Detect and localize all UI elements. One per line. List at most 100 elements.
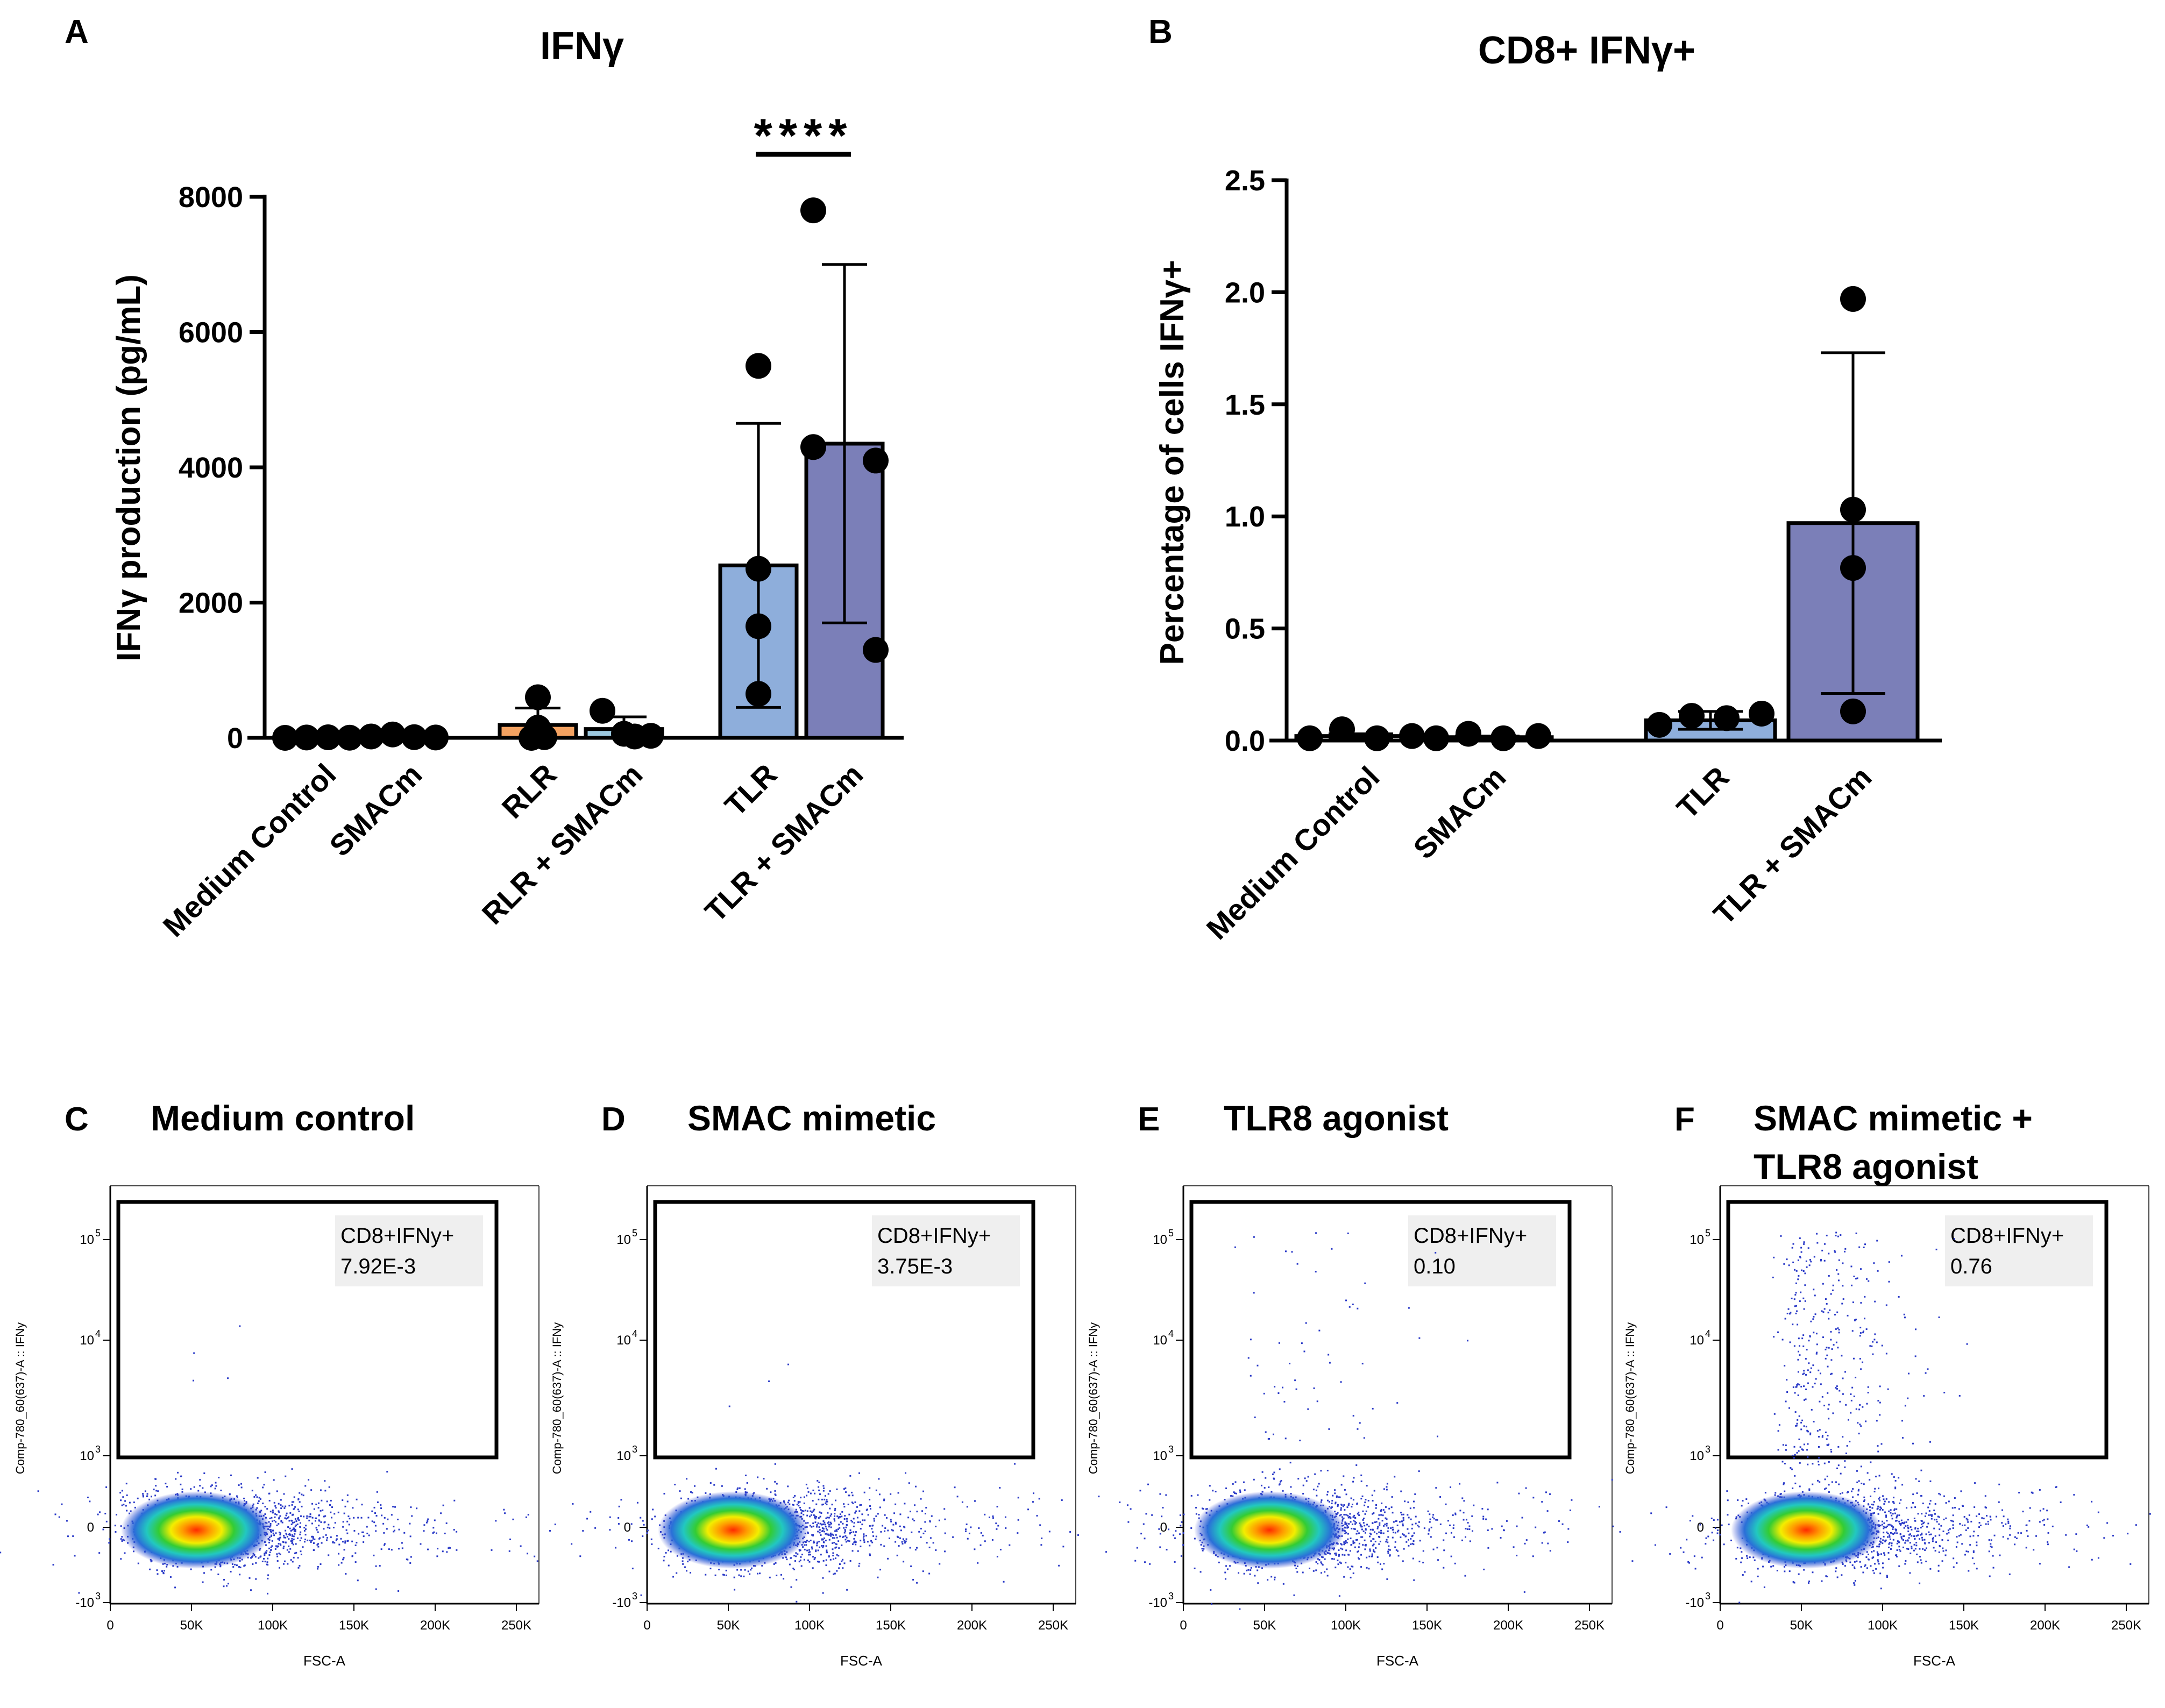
flow-event [1326,1575,1329,1577]
flow-event [114,1525,116,1527]
flow-event [292,1561,294,1563]
flow-event [579,1555,581,1557]
flow-event [1349,1550,1351,1552]
flow-event [313,1542,315,1545]
flow-event [872,1535,875,1537]
flow-event [371,1510,373,1512]
flow-event [905,1538,907,1540]
flow-event [1372,1545,1374,1547]
flow-event [804,1510,806,1512]
flow-event-cloud [579,1463,1279,1603]
flow-event [1482,1518,1485,1520]
flow-event [1324,1558,1326,1560]
flow-event [384,1517,386,1519]
flow-event [326,1526,329,1528]
flow-event [842,1567,844,1569]
flow-event [174,1586,176,1589]
flow-event [1273,1477,1275,1479]
flow-x-tick-label: 100K [794,1618,825,1633]
flow-event [1162,1506,1164,1508]
flow-event [1361,1526,1363,1528]
flow-event [1373,1490,1375,1492]
flow-event [1182,1544,1184,1546]
flow-event [1225,1565,1227,1567]
flow-event [918,1531,920,1533]
flow-event [984,1513,986,1515]
flow-gate-label: CD8+IFNy+ [340,1224,454,1248]
flow-event [125,1483,127,1485]
flow-event [921,1510,924,1512]
flow-event [244,1564,246,1567]
flow-event [295,1520,297,1522]
flow-event [126,1494,128,1496]
flow-event [382,1522,385,1525]
flow-event [818,1526,820,1528]
flow-event [1350,1544,1352,1546]
flow-event [307,1539,309,1541]
flow-event [330,1517,332,1519]
flow-event [1411,1542,1414,1545]
flow-event [288,1520,290,1522]
flow-event [849,1529,851,1531]
flow-panel-title: Medium control [151,1098,415,1138]
flow-event [1352,1540,1354,1542]
flow-event [324,1515,326,1517]
flow-event [1004,1516,1006,1518]
flow-event [288,1545,290,1547]
flow-event [853,1525,855,1527]
flow-event [1017,1497,1019,1499]
flow-event [234,1563,236,1565]
flow-event [334,1522,336,1524]
flow-event [287,1563,289,1565]
flow-event [1387,1550,1389,1553]
flow-event [398,1528,400,1531]
flow-event [1326,1491,1329,1493]
flow-event [813,1540,815,1542]
flow-event [1179,1514,1181,1517]
flow-event [705,1574,707,1576]
flow-event [924,1530,926,1532]
flow-y-tick-exponent: 3 [95,1444,101,1455]
flow-x-tick-label: 150K [1412,1618,1442,1633]
flow-event [72,1535,74,1537]
flow-event [1338,1549,1340,1552]
flow-event [190,1488,192,1490]
flow-event [1226,1568,1229,1570]
flow-event [851,1543,854,1545]
flow-event [534,1555,536,1557]
flow-event [1340,1484,1343,1486]
flow-event [805,1483,807,1485]
flow-event [1373,1512,1375,1514]
flow-event [901,1541,903,1543]
flow-event [920,1527,922,1529]
flow-event [119,1492,122,1494]
flow-event [346,1520,349,1522]
flow-event [1195,1513,1197,1515]
flow-event [1202,1508,1204,1510]
flow-event [1385,1506,1387,1508]
flow-event [1340,1547,1342,1549]
flow-event [381,1514,383,1517]
flow-event [270,1546,272,1548]
flow-event [892,1529,894,1532]
flow-event [1429,1521,1431,1523]
flow-event [642,1535,644,1538]
flow-event [859,1521,861,1524]
flow-event [1352,1481,1354,1483]
flow-event [288,1533,290,1535]
flow-event [1346,1525,1348,1527]
flow-event [750,1567,753,1569]
flow-event [1321,1572,1323,1574]
flow-event [811,1548,813,1550]
flow-panel-title: SMAC mimetic [687,1098,936,1138]
flow-event [682,1563,684,1565]
flow-event [342,1541,344,1543]
flow-event [275,1507,277,1509]
flow-event [1246,1569,1248,1571]
flow-event [746,1482,748,1484]
flow-event [1546,1510,1549,1512]
flow-event [643,1524,645,1526]
flow-event [654,1515,656,1518]
flow-event [1387,1530,1389,1532]
flow-event [1408,1545,1410,1547]
